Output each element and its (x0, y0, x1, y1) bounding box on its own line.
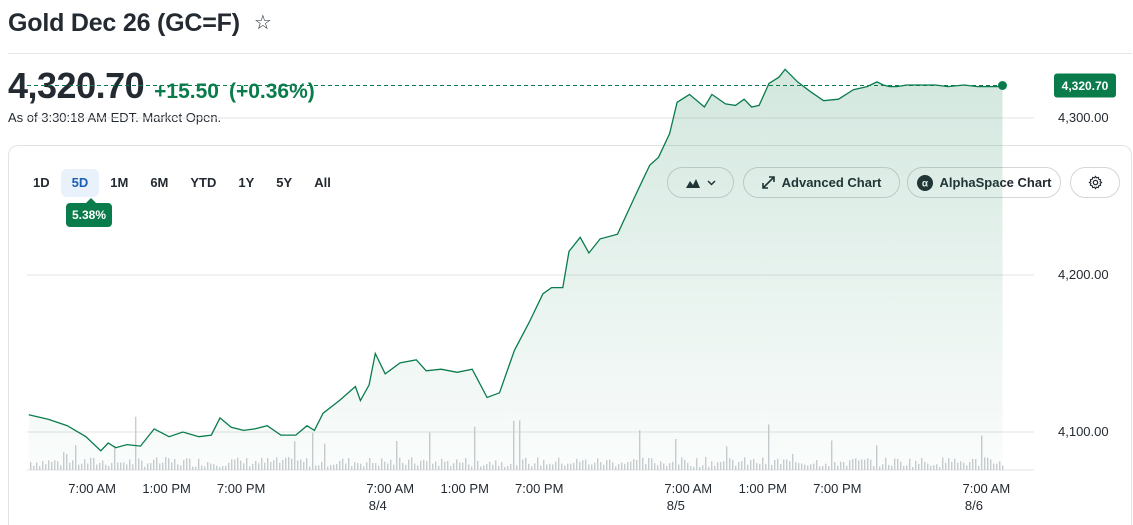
expand-arrows-icon (761, 176, 775, 189)
svg-text:α: α (921, 178, 928, 189)
range-tabs: 1D 5D 1M 6M YTD 1Y 5Y All (22, 169, 342, 197)
current-price-label: 4,320.70 (1062, 79, 1109, 93)
chart-type-button[interactable] (667, 167, 734, 198)
advanced-chart-button[interactable]: Advanced Chart (743, 167, 900, 198)
tab-1d[interactable]: 1D (33, 175, 50, 190)
tab-1m[interactable]: 1M (110, 175, 129, 190)
tab-ytd[interactable]: YTD (190, 175, 217, 190)
mountain-chart-icon (685, 178, 700, 188)
gear-icon (1088, 175, 1102, 190)
tab-5y[interactable]: 5Y (276, 175, 293, 190)
price-change: +15.50 (154, 80, 219, 103)
quote-summary: 4,320.70 +15.50 (+0.36%) As of 3:30:18 A… (8, 66, 608, 128)
current-price-dot (997, 81, 1007, 91)
tab-5d[interactable]: 5D (60, 169, 100, 197)
advanced-chart-label: Advanced Chart (781, 175, 882, 190)
settings-button[interactable] (1070, 167, 1120, 198)
page-title: Gold Dec 26 (GC=F) (8, 8, 240, 37)
range-change-badge: 5.38% (66, 198, 113, 227)
title-row: Gold Dec 26 (GC=F) ☆ (8, 8, 1132, 38)
alphaspace-chart-label: AlphaSpace Chart (939, 175, 1052, 190)
price-row: 4,320.70 +15.50 (+0.36%) (8, 66, 608, 106)
price-change-percent: (+0.36%) (228, 80, 315, 103)
page-header: Gold Dec 26 (GC=F) ☆ (8, 8, 1132, 54)
tab-all[interactable]: All (314, 175, 331, 190)
chevron-down-icon (706, 179, 716, 186)
tab-6m[interactable]: 6M (150, 175, 169, 190)
y-tick-label: 4,300.00 (1058, 110, 1109, 125)
tab-1y[interactable]: 1Y (238, 175, 255, 190)
current-price-label-bg (1054, 73, 1116, 98)
star-icon[interactable]: ☆ (253, 12, 272, 34)
alpha-logo-icon: α (916, 174, 933, 191)
as-of-timestamp: As of 3:30:18 AM EDT. Market Open. (8, 110, 222, 125)
current-price: 4,320.70 (8, 65, 145, 106)
chart-card (8, 145, 1132, 525)
alphaspace-chart-button[interactable]: α AlphaSpace Chart (907, 167, 1061, 198)
